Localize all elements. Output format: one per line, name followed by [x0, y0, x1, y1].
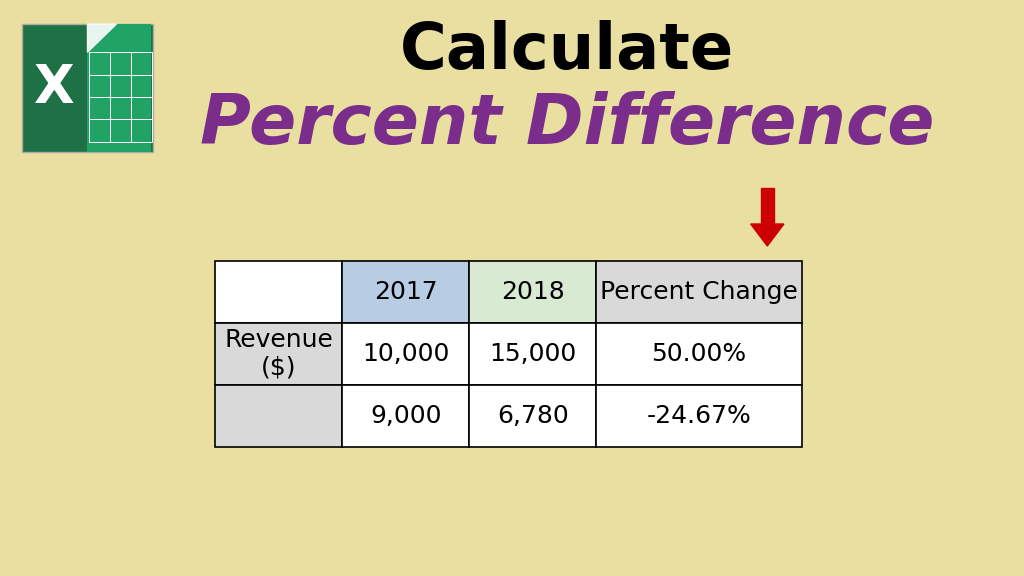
Polygon shape: [751, 224, 784, 246]
Polygon shape: [761, 188, 774, 224]
Bar: [596, 261, 802, 323]
Bar: [342, 261, 469, 323]
Text: 2018: 2018: [501, 280, 564, 304]
Text: 10,000: 10,000: [361, 342, 450, 366]
Bar: [131, 97, 152, 119]
Text: Percent Difference: Percent Difference: [200, 90, 934, 157]
Text: Revenue
($): Revenue ($): [224, 328, 333, 380]
Bar: [596, 385, 802, 447]
Bar: [111, 52, 131, 74]
Polygon shape: [87, 24, 117, 52]
Bar: [469, 323, 596, 385]
Bar: [22, 24, 154, 152]
Text: 9,000: 9,000: [370, 404, 441, 428]
Bar: [469, 385, 596, 447]
Bar: [215, 261, 342, 323]
Text: 6,780: 6,780: [497, 404, 568, 428]
Bar: [89, 52, 111, 74]
Bar: [342, 385, 469, 447]
Bar: [131, 52, 152, 74]
Bar: [342, 323, 469, 385]
Bar: [87, 24, 151, 152]
Bar: [89, 97, 111, 119]
Text: 2017: 2017: [374, 280, 437, 304]
Bar: [111, 74, 131, 97]
Text: X: X: [34, 62, 75, 114]
Bar: [89, 119, 111, 142]
Text: 15,000: 15,000: [489, 342, 577, 366]
Text: 50.00%: 50.00%: [651, 342, 746, 366]
Bar: [89, 74, 111, 97]
Bar: [215, 323, 342, 385]
Bar: [596, 323, 802, 385]
Bar: [111, 97, 131, 119]
Bar: [111, 119, 131, 142]
Text: Calculate: Calculate: [399, 20, 734, 82]
Bar: [131, 74, 152, 97]
Bar: [469, 261, 596, 323]
Bar: [131, 119, 152, 142]
Bar: [215, 385, 342, 447]
Text: -24.67%: -24.67%: [646, 404, 752, 428]
Text: Percent Change: Percent Change: [600, 280, 798, 304]
